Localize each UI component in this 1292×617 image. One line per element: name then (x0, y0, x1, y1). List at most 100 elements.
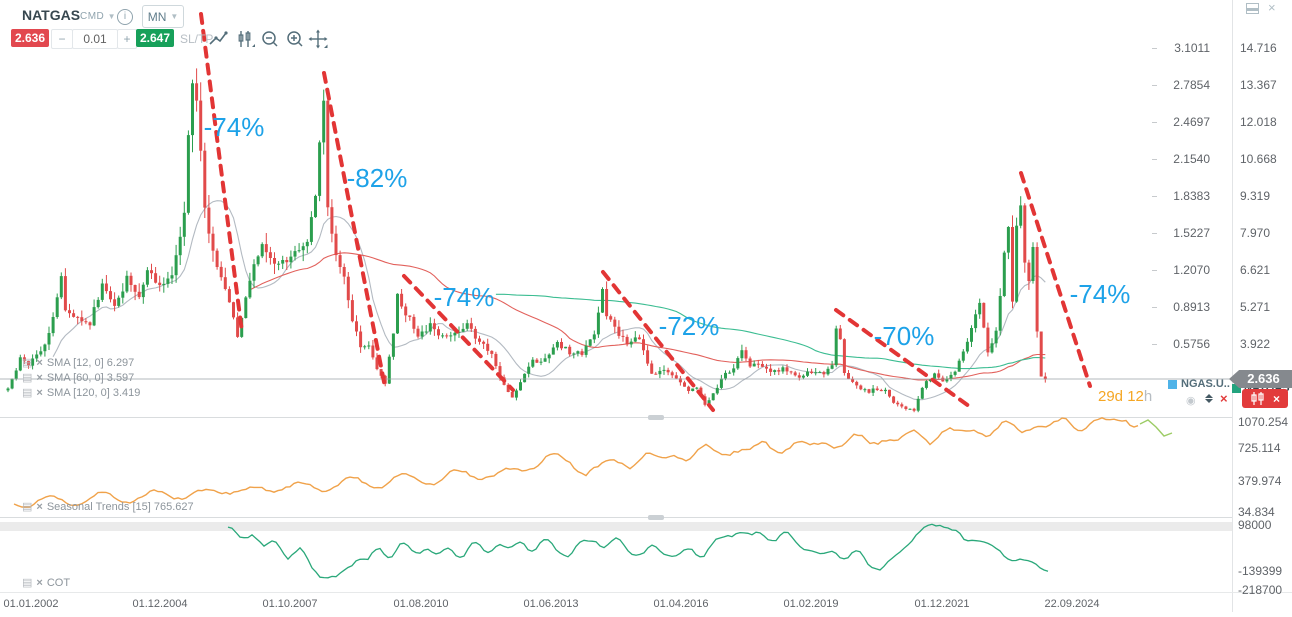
candlestick-icon (1251, 392, 1264, 405)
overlay-series-color-chip (1168, 380, 1177, 389)
buy-button[interactable]: 2.647 (136, 29, 174, 47)
indicator-panel-icon[interactable]: ▤ (22, 372, 33, 384)
date-axis-label: 01.08.2010 (393, 598, 449, 610)
symbol-title: NATGAS (22, 7, 81, 23)
indicator-close-icon[interactable]: × (36, 356, 43, 369)
overlay-series-label[interactable]: NGAS.U.. (1181, 378, 1230, 390)
trend-dash[interactable] (601, 270, 715, 412)
scale-sort-icon[interactable] (1205, 394, 1213, 403)
indicator-label-row: ▤ × Seasonal Trends [15] 765.627 (22, 500, 194, 514)
seasonal-line (13, 417, 1139, 508)
axis-tick (1152, 270, 1157, 271)
candlestick-series (6, 68, 1047, 413)
price-axis-label: 7.970 (1240, 226, 1271, 240)
chart-type-button[interactable]: × (1242, 389, 1288, 408)
panel-resize-handle[interactable] (648, 415, 664, 420)
close-icon[interactable]: × (1268, 0, 1276, 15)
market-label[interactable]: CMD ▼ (80, 11, 116, 22)
cot-axis-label: 98000 (1238, 518, 1272, 532)
axis-tick (1152, 233, 1157, 234)
pct-annotation: -74% (1070, 279, 1131, 309)
indicator-label-row: ▤ × COT (22, 576, 70, 590)
overlay-axis-label: 2.7854 (1173, 78, 1210, 92)
overlay-axis-label: 2.1540 (1173, 152, 1210, 166)
panel-resize-handle[interactable] (648, 515, 664, 520)
axis-tick (1152, 85, 1157, 86)
seasonal-axis-label: 379.974 (1238, 474, 1282, 488)
pan-crosshair-icon[interactable] (308, 29, 328, 49)
indicator-panel-icon[interactable]: ▤ (22, 577, 33, 589)
price-axis-label: 12.018 (1240, 115, 1277, 129)
panel-separator[interactable] (0, 517, 1232, 518)
overlay-axis-label: 1.5227 (1173, 226, 1210, 240)
seasonal-axis-label: 725.114 (1238, 441, 1281, 455)
price-axis-label: 14.716 (1240, 41, 1277, 55)
price-axis-label: 13.367 (1240, 78, 1277, 92)
timeframe-dropdown[interactable]: MN ▼ (142, 5, 184, 28)
overlay-axis-label: 0.5756 (1173, 337, 1210, 351)
panel-separator[interactable] (0, 417, 1232, 418)
price-axis-label: 6.621 (1240, 263, 1271, 277)
trendline-tool-icon[interactable] (208, 29, 228, 49)
indicator-label-row: ▤ × SMA [12, 0] 6.297 (22, 356, 135, 370)
current-price-tag: 2.636 (1229, 370, 1292, 388)
sltp-label[interactable]: SL/TP (180, 32, 214, 46)
overlay-axis-label: 1.8383 (1173, 189, 1210, 203)
seasonal-trends-label: Seasonal Trends [15] 765.627 (46, 500, 194, 513)
cot-axis-label: -218700 (1238, 583, 1283, 597)
volume-input[interactable]: 0.01 (72, 29, 118, 49)
panel-layout-icon[interactable] (1246, 3, 1259, 14)
overlay-axis-label: 0.8913 (1173, 300, 1210, 314)
indicators-tool-icon[interactable] (236, 29, 256, 49)
axis-tick (1152, 159, 1157, 160)
zoom-in-icon[interactable] (285, 29, 305, 49)
trend-dash[interactable] (199, 12, 244, 334)
seasonal-axis-label: 34.834 (1238, 505, 1275, 519)
date-axis-label: 01.02.2019 (783, 598, 839, 610)
sma120-line (495, 293, 1046, 370)
indicator-close-icon[interactable]: × (36, 386, 43, 399)
indicator-close-icon[interactable]: × (36, 371, 43, 384)
pct-annotation: -70% (874, 321, 935, 351)
trend-dash[interactable] (1019, 171, 1092, 388)
cot-line (227, 523, 1049, 579)
volume-plus-button[interactable]: + (117, 29, 137, 49)
indicator-panel-icon[interactable]: ▤ (22, 357, 33, 369)
sma60-label: SMA [60, 0] 3.597 (46, 371, 135, 384)
chevron-down-icon: ▼ (170, 12, 179, 21)
sma12-line (52, 200, 1046, 401)
seasonal-projection-line (1139, 419, 1173, 437)
axis-tick (1152, 307, 1157, 308)
sma12-label: SMA [12, 0] 6.297 (46, 356, 135, 369)
price-axis-label: 10.668 (1240, 152, 1277, 166)
zoom-out-icon[interactable] (260, 29, 280, 49)
axis-tick (1152, 122, 1157, 123)
date-axis-label: 01.12.2021 (914, 598, 970, 610)
trend-dash[interactable] (834, 308, 975, 411)
indicator-label-row: ▤ × SMA [60, 0] 3.597 (22, 371, 135, 385)
trend-dash[interactable] (402, 274, 515, 392)
sma120-label: SMA [120, 0] 3.419 (46, 386, 141, 399)
date-axis-label: 01.12.2004 (132, 598, 188, 610)
trend-dash[interactable] (322, 71, 387, 389)
price-axis-label: 9.319 (1240, 189, 1271, 203)
pct-annotation: -74% (434, 282, 495, 312)
date-axis-label: 22.09.2024 (1044, 598, 1100, 610)
candle-countdown: 29d 12h (1098, 388, 1153, 405)
volume-minus-button[interactable]: − (51, 29, 73, 49)
price-axis-divider (1232, 0, 1233, 612)
close-icon: × (1272, 391, 1280, 406)
visibility-eye-icon[interactable]: ◉ (1186, 395, 1196, 407)
sell-button[interactable]: 2.636 (11, 29, 49, 47)
indicator-close-icon[interactable]: × (36, 576, 43, 589)
h-scrollbar[interactable] (0, 522, 1232, 531)
seasonal-axis-label: 1070.254 (1238, 415, 1289, 429)
indicator-close-icon[interactable]: × (36, 500, 43, 513)
indicator-panel-icon[interactable]: ▤ (22, 501, 33, 513)
remove-overlay-icon[interactable]: × (1220, 391, 1228, 406)
info-icon[interactable]: i (117, 9, 133, 25)
indicator-label-row: ▤ × SMA [120, 0] 3.419 (22, 386, 141, 400)
indicator-panel-icon[interactable]: ▤ (22, 387, 33, 399)
